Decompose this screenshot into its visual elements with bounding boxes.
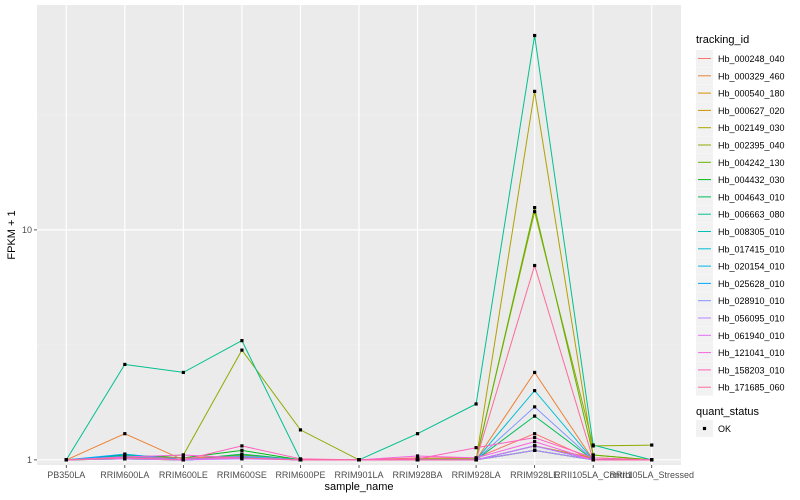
legend-label: Hb_017415_010 <box>718 244 785 254</box>
legend-label: Hb_002149_030 <box>718 123 785 133</box>
legend-label: Hb_008305_010 <box>718 227 785 237</box>
data-point <box>415 458 420 462</box>
legend-items: Hb_000248_040 Hb_000329_460 Hb_000540_180 H… <box>696 50 785 396</box>
data-point <box>240 444 244 448</box>
legend-label: Hb_020154_010 <box>718 262 785 272</box>
data-point <box>591 456 595 460</box>
data-point <box>123 456 127 460</box>
x-tick-label: RRIM901LA <box>334 470 383 480</box>
data-point <box>240 454 244 458</box>
data-point <box>533 89 537 94</box>
data-point <box>123 432 127 436</box>
legend-point-swatch <box>702 426 707 431</box>
data-point <box>650 458 654 462</box>
y-tick-label: 1 <box>27 455 32 465</box>
data-point <box>533 33 537 38</box>
data-point <box>298 428 303 432</box>
data-point <box>533 263 537 268</box>
data-point <box>298 458 303 462</box>
data-point <box>533 435 537 440</box>
data-point <box>181 453 185 457</box>
data-point <box>591 453 595 457</box>
data-point <box>240 456 244 460</box>
data-point <box>591 443 595 447</box>
x-tick-label: RRIM600SE <box>217 470 267 480</box>
data-point <box>181 458 185 462</box>
data-point <box>474 446 478 450</box>
legend-label: Hb_004643_010 <box>718 192 785 202</box>
legend-title: tracking_id <box>696 34 749 46</box>
legend-label: OK <box>718 424 731 434</box>
y-axis-title: FPKM + 1 <box>6 210 18 259</box>
legend-label: Hb_000540_180 <box>718 89 785 99</box>
data-point <box>533 440 537 444</box>
x-axis-title: sample_name <box>324 481 393 493</box>
data-point <box>533 205 537 210</box>
data-point <box>533 370 537 375</box>
grid-layer <box>37 5 681 465</box>
data-point <box>533 210 537 214</box>
data-point <box>474 456 478 460</box>
x-tick-label: PB350LA <box>47 470 85 480</box>
data-point <box>181 456 185 460</box>
legend-label: Hb_061940_010 <box>718 331 785 341</box>
data-point <box>240 452 244 456</box>
legend-label: Hb_158203_010 <box>718 365 785 375</box>
x-tick-label: RRIM928LE <box>510 470 559 480</box>
data-point <box>533 448 537 452</box>
points-layer <box>64 33 654 462</box>
point-legend-title: quant_status <box>696 406 759 418</box>
legend-label: Hb_002395_040 <box>718 141 785 151</box>
data-point <box>591 458 595 462</box>
legend-label: Hb_000248_040 <box>718 54 785 64</box>
data-point <box>181 370 185 375</box>
data-point <box>123 362 127 367</box>
data-point <box>415 432 420 436</box>
legend-label: Hb_004242_130 <box>718 158 785 168</box>
data-point <box>123 452 127 456</box>
data-point <box>357 458 361 462</box>
x-tick-label: RRIM928BA <box>393 470 443 480</box>
data-point <box>415 454 420 458</box>
legend-label: Hb_121041_010 <box>718 348 785 358</box>
data-point <box>474 458 478 462</box>
data-point <box>240 339 244 343</box>
data-point <box>533 444 537 448</box>
x-tick-label: RRII105LA_Control <box>554 470 632 480</box>
x-tick-label: RRIM600PE <box>275 470 325 480</box>
legend: tracking_id Hb_000248_040Hb_000329_460Hb… <box>696 34 785 437</box>
y-tick-label: 10 <box>22 225 32 235</box>
data-point <box>474 402 478 406</box>
data-point <box>650 443 654 447</box>
data-point <box>240 348 244 352</box>
legend-label: Hb_056095_010 <box>718 314 785 324</box>
data-point <box>533 414 537 418</box>
legend-label: Hb_000329_460 <box>718 71 785 81</box>
legend-label: Hb_006663_080 <box>718 210 785 220</box>
point-legend-items: OK <box>696 420 731 437</box>
data-point <box>533 405 537 409</box>
x-tick-label: RRIM600LE <box>159 470 208 480</box>
data-point <box>64 458 68 462</box>
legend-label: Hb_004432_030 <box>718 175 785 185</box>
x-tick-label: RRIM600LA <box>100 470 149 480</box>
x-tick-label: RRIM928LA <box>452 470 501 480</box>
legend-label: Hb_025628_010 <box>718 279 785 289</box>
data-point <box>533 389 537 393</box>
data-point <box>533 432 537 436</box>
x-tick-label: RRII105LA_Stressed <box>609 470 694 480</box>
axis-layer: 1 10 PB350LA RRIM600LA RRIM600LE RRIM600SE RRI… <box>22 225 694 480</box>
legend-label: Hb_028910_010 <box>718 296 785 306</box>
legend-label: Hb_000627_020 <box>718 106 785 116</box>
legend-label: Hb_171685_060 <box>718 383 785 393</box>
data-point <box>240 448 244 452</box>
